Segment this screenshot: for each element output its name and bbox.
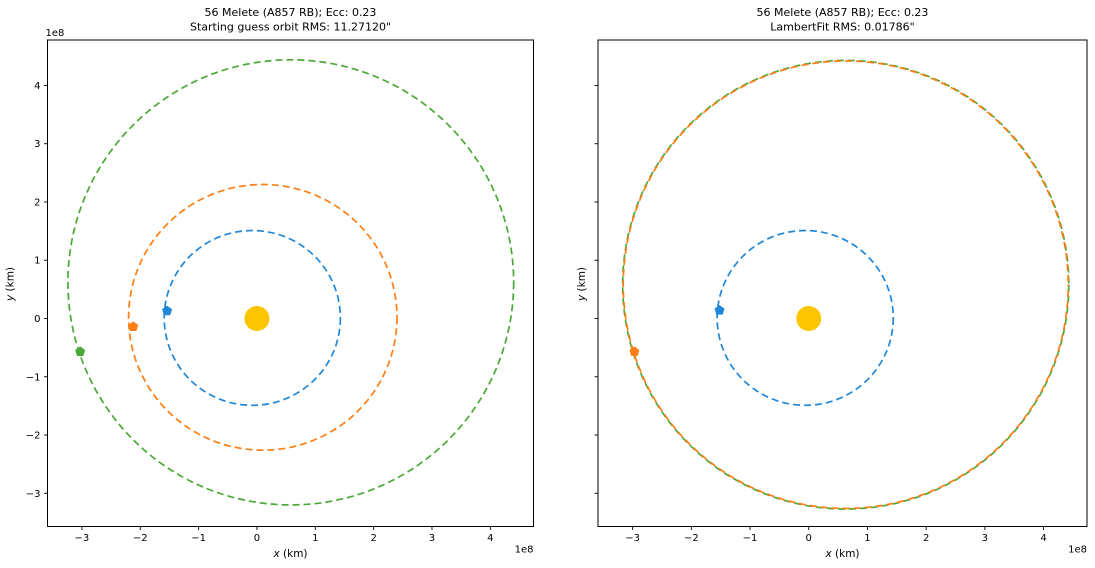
observation-1-orbit bbox=[163, 229, 342, 407]
observation-3-orbit-position-marker bbox=[75, 346, 86, 356]
y-axis-offset-text: 1e8 bbox=[46, 28, 65, 39]
x-axis-label: x (km) bbox=[272, 548, 307, 560]
x-axis-offset-text: 1e8 bbox=[515, 545, 534, 556]
y-tick-label: −3 bbox=[26, 489, 41, 500]
plot-title: 56 Melete (A857 RB); Ecc: 0.23 bbox=[205, 6, 377, 19]
orbits-group bbox=[67, 58, 515, 506]
x-axis-offset-text: 1e8 bbox=[1068, 545, 1087, 556]
observation-1-orbit-position-marker bbox=[162, 305, 173, 316]
x-tick-label: −1 bbox=[743, 533, 758, 544]
sun-marker bbox=[244, 305, 270, 331]
plot-subtitle: LambertFit RMS: 0.01786" bbox=[770, 21, 914, 34]
x-tick-label: 1 bbox=[864, 533, 870, 544]
fitted-orbit-orange bbox=[622, 60, 1070, 510]
x-tick-label: 0 bbox=[254, 533, 260, 544]
observation-3-orbit bbox=[67, 58, 515, 506]
observation-1-orbit bbox=[716, 229, 895, 407]
x-tick-label: −2 bbox=[133, 533, 148, 544]
x-tick-label: −1 bbox=[191, 533, 206, 544]
x-tick-label: 1 bbox=[312, 533, 318, 544]
orbits-group bbox=[621, 59, 1070, 510]
x-tick-label: −3 bbox=[75, 533, 90, 544]
observation-2-orbit-position-marker bbox=[128, 321, 139, 331]
x-tick-label: 4 bbox=[1040, 533, 1046, 544]
y-tick-label: −1 bbox=[26, 372, 41, 383]
axes-frame bbox=[597, 39, 1088, 527]
y-tick-label: 3 bbox=[34, 139, 40, 150]
y-tick-label: 4 bbox=[34, 81, 40, 92]
x-tick-label: 2 bbox=[370, 533, 376, 544]
plot-subtitle: Starting guess orbit RMS: 11.27120" bbox=[190, 21, 391, 34]
plot-title: 56 Melete (A857 RB); Ecc: 0.23 bbox=[757, 6, 929, 19]
y-tick-label: 1 bbox=[34, 256, 40, 267]
y-axis-label: y (km) bbox=[576, 267, 588, 302]
sun-marker bbox=[796, 305, 822, 331]
fitted-orbit-green bbox=[621, 59, 1070, 510]
y-tick-label: 0 bbox=[34, 314, 40, 325]
lambert-fit-panel: 56 Melete (A857 RB); Ecc: 0.23 LambertFit… bbox=[576, 6, 1088, 560]
observation-1-orbit-position-marker bbox=[714, 305, 725, 315]
x-tick-label: 3 bbox=[429, 533, 435, 544]
x-tick-label: −3 bbox=[625, 533, 640, 544]
axes-frame bbox=[47, 39, 534, 527]
x-tick-label: 3 bbox=[982, 533, 988, 544]
x-axis-label: x (km) bbox=[824, 548, 859, 560]
observation-2-orbit bbox=[127, 183, 398, 452]
x-tick-label: 4 bbox=[487, 533, 493, 544]
starting-guess-panel: 56 Melete (A857 RB); Ecc: 0.23 Starting g… bbox=[5, 6, 534, 560]
x-tick-label: 0 bbox=[806, 533, 812, 544]
x-tick-label: −2 bbox=[684, 533, 699, 544]
y-tick-label: −2 bbox=[26, 431, 41, 442]
fitted-orbit-orange-position-marker bbox=[629, 346, 640, 356]
y-tick-label: 2 bbox=[34, 197, 40, 208]
x-tick-label: 2 bbox=[923, 533, 929, 544]
y-axis-label: y (km) bbox=[5, 267, 17, 302]
